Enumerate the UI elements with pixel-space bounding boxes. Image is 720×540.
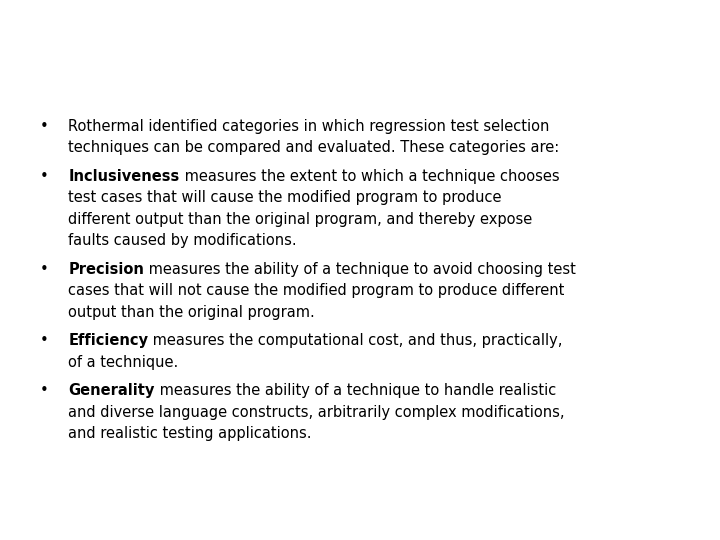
Text: •: • <box>40 383 48 399</box>
Text: Efficiency: Efficiency <box>68 333 148 348</box>
Text: •: • <box>40 262 48 277</box>
Text: output than the original program.: output than the original program. <box>68 305 315 320</box>
Text: of a technique.: of a technique. <box>68 355 179 370</box>
Text: and diverse language constructs, arbitrarily complex modifications,: and diverse language constructs, arbitra… <box>68 405 565 420</box>
Text: different output than the original program, and thereby expose: different output than the original progr… <box>68 212 533 227</box>
Text: faults caused by modifications.: faults caused by modifications. <box>68 233 297 248</box>
Text: measures the computational cost, and thus, practically,: measures the computational cost, and thu… <box>148 333 563 348</box>
Text: Inclusiveness: Inclusiveness <box>68 169 180 184</box>
Text: •: • <box>40 119 48 134</box>
Text: test cases that will cause the modified program to produce: test cases that will cause the modified … <box>68 190 502 205</box>
Text: Rothermal identified categories in which regression test selection: Rothermal identified categories in which… <box>68 119 550 134</box>
Text: and realistic testing applications.: and realistic testing applications. <box>68 427 312 441</box>
Text: techniques can be compared and evaluated. These categories are:: techniques can be compared and evaluated… <box>68 140 559 156</box>
Text: measures the extent to which a technique chooses: measures the extent to which a technique… <box>180 169 559 184</box>
Text: •: • <box>40 333 48 348</box>
Text: measures the ability of a technique to avoid choosing test: measures the ability of a technique to a… <box>144 262 576 277</box>
Text: •: • <box>40 169 48 184</box>
Text: cases that will not cause the modified program to produce different: cases that will not cause the modified p… <box>68 284 564 299</box>
Text: Generality: Generality <box>68 383 155 399</box>
Text: measures the ability of a technique to handle realistic: measures the ability of a technique to h… <box>155 383 556 399</box>
Text: Precision: Precision <box>68 262 144 277</box>
